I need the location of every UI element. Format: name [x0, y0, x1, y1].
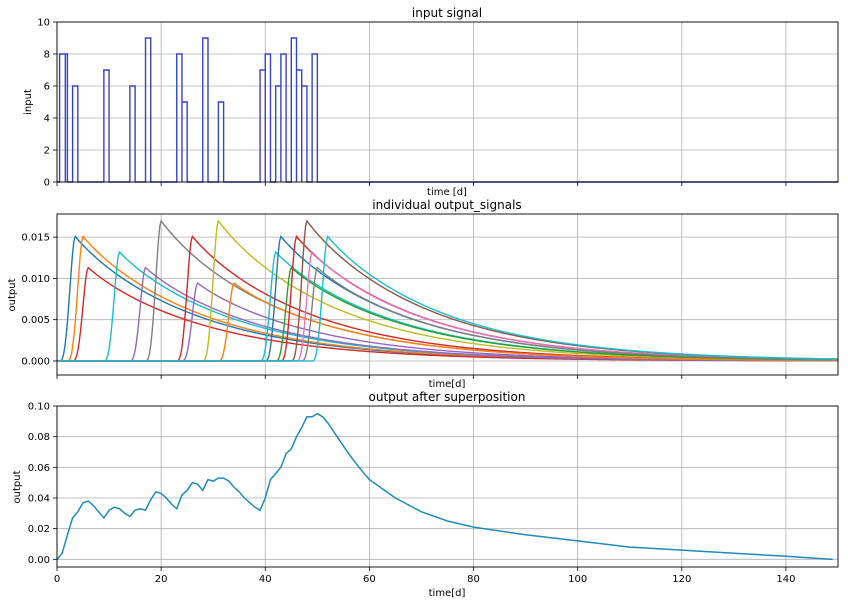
output-series-line	[57, 221, 838, 361]
y-tick-label: 10	[37, 18, 50, 29]
y-tick-label: 0.005	[21, 315, 50, 326]
output-series-line	[57, 236, 838, 360]
individual-chart-ylabel: output	[7, 278, 18, 311]
individual-chart-xlabel: time[d]	[429, 379, 466, 390]
axes-frame	[57, 22, 838, 182]
input-pulse	[291, 38, 296, 182]
input-pulse	[104, 70, 109, 182]
input-pulse	[302, 86, 307, 182]
y-tick-label: 0	[44, 178, 50, 189]
x-tick-label: 140	[776, 574, 795, 585]
y-tick-label: 0.08	[28, 432, 50, 443]
output-series-line	[57, 236, 838, 360]
x-tick-label: 100	[568, 574, 587, 585]
superposition-chart-title: output after superposition	[369, 390, 526, 404]
x-tick-label: 60	[363, 574, 376, 585]
x-tick-label: 80	[467, 574, 480, 585]
superposition-chart-ylabel: output	[12, 470, 23, 503]
y-tick-label: 0.00	[28, 555, 50, 566]
x-tick-label: 0	[54, 574, 60, 585]
superposition-panel: 0 20 40 60 80 100 120 140 0.00 0.02 0.04 0.06 0.08 0.…	[12, 390, 838, 599]
y-tick-label: 0.10	[28, 402, 50, 413]
individual-chart-title: individual output_signals	[372, 198, 521, 212]
axes-frame	[57, 406, 838, 567]
y-tick-label: 0.010	[21, 274, 50, 285]
input-chart-ylabel: input	[23, 89, 34, 115]
input-signal-panel: 0 2 4 6 8 10 input signal time [d] input	[23, 6, 838, 198]
y-tick-label: 0.04	[28, 494, 50, 505]
output-series-line	[57, 283, 838, 361]
input-chart-xlabel: time [d]	[427, 187, 467, 198]
y-tick-label: 0.015	[21, 233, 50, 244]
superposition-chart-xlabel: time[d]	[429, 588, 466, 599]
input-pulse	[203, 38, 208, 182]
y-tick-label: 4	[44, 114, 50, 125]
input-pulse	[130, 86, 135, 182]
y-tick-label: 0.02	[28, 524, 50, 535]
input-chart-title: input signal	[412, 6, 482, 20]
y-tick-label: 0.000	[21, 356, 50, 367]
input-pulse	[260, 70, 265, 182]
output-series-line	[57, 236, 838, 360]
output-series-line	[57, 236, 838, 360]
output-series-line	[57, 283, 838, 361]
input-pulse	[297, 70, 302, 182]
input-pulse	[182, 102, 187, 182]
input-pulse	[73, 86, 78, 182]
superposition-line	[57, 414, 833, 560]
input-pulse	[218, 102, 223, 182]
x-tick-label: 40	[259, 574, 272, 585]
y-tick-label: 6	[44, 82, 50, 93]
output-series-line	[57, 236, 838, 360]
input-signal-line	[57, 38, 838, 182]
individual-output-panel: 0.000 0.005 0.010 0.015 individual output_s…	[7, 198, 838, 390]
input-pulse	[146, 38, 151, 182]
output-series-line	[57, 236, 838, 360]
x-tick-label: 20	[155, 574, 168, 585]
x-tick-label: 120	[672, 574, 691, 585]
y-tick-label: 0.06	[28, 463, 50, 474]
y-tick-label: 8	[44, 50, 50, 61]
input-pulse	[276, 86, 281, 182]
y-tick-label: 2	[44, 146, 50, 157]
